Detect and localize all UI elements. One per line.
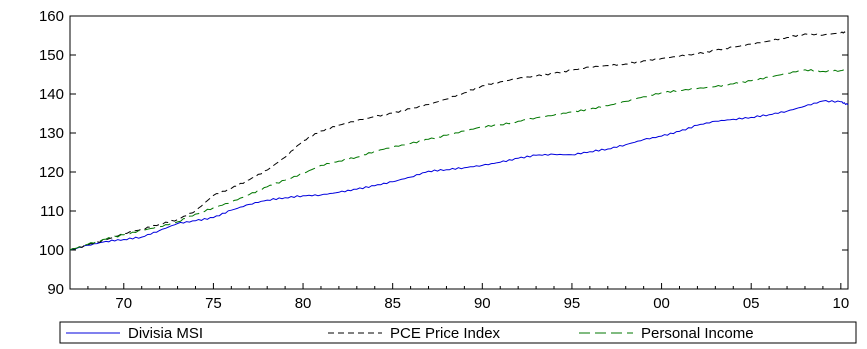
y-tick-label: 150 — [39, 47, 64, 64]
x-tick-label: 05 — [743, 295, 760, 312]
x-axis: 70 75 80 85 90 95 00 05 10 — [69, 283, 849, 312]
legend-label: PCE Price Index — [390, 325, 501, 342]
plot-frame — [69, 15, 849, 290]
x-tick-label: 75 — [205, 295, 222, 312]
y-tick-label: 160 — [39, 8, 64, 25]
legend-box — [59, 321, 857, 344]
x-tick-label: 70 — [115, 295, 132, 312]
y-tick-label: 100 — [39, 242, 64, 259]
x-tick-label: 95 — [564, 295, 581, 312]
legend-label: Personal Income — [641, 325, 754, 342]
x-tick-label: 85 — [384, 295, 401, 312]
y-tick-label: 90 — [47, 281, 64, 298]
series-line-divisia-msi — [69, 99, 849, 251]
y-tick-label: 110 — [40, 203, 64, 220]
series-layer — [69, 31, 849, 251]
y-axis: 90 100 110 120 130 140 150 160 — [39, 8, 848, 298]
legend-label: Divisia MSI — [128, 325, 203, 342]
x-tick-label: 00 — [653, 295, 670, 312]
x-tick-label: 10 — [832, 295, 849, 312]
x-tick-label: 80 — [295, 295, 312, 312]
series-line-pce-price-index — [69, 31, 849, 251]
series-line-personal-income — [69, 68, 849, 251]
y-tick-label: 140 — [39, 86, 64, 103]
y-tick-label: 120 — [39, 164, 64, 181]
x-tick-label: 90 — [474, 295, 491, 312]
y-tick-label: 130 — [39, 125, 64, 142]
legend: Divisia MSI PCE Price Index Personal Incom… — [59, 321, 857, 344]
